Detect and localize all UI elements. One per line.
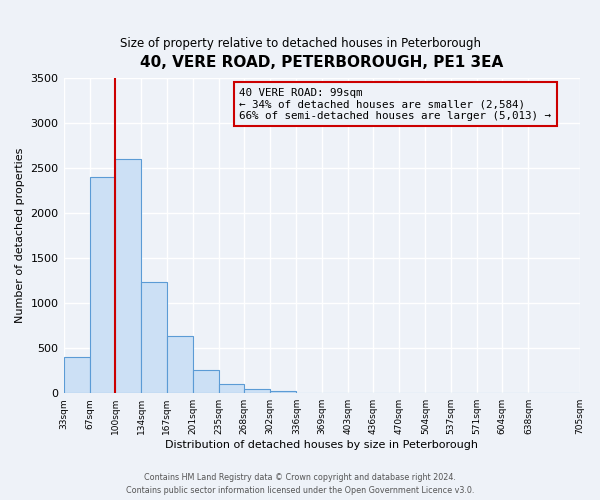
- Y-axis label: Number of detached properties: Number of detached properties: [15, 148, 25, 324]
- Bar: [141, 282, 167, 393]
- Bar: [193, 370, 219, 393]
- Text: Size of property relative to detached houses in Peterborough: Size of property relative to detached ho…: [119, 38, 481, 51]
- Text: 40 VERE ROAD: 99sqm
← 34% of detached houses are smaller (2,584)
66% of semi-det: 40 VERE ROAD: 99sqm ← 34% of detached ho…: [239, 88, 551, 121]
- Bar: [64, 357, 89, 393]
- X-axis label: Distribution of detached houses by size in Peterborough: Distribution of detached houses by size …: [165, 440, 478, 450]
- Bar: [167, 336, 193, 393]
- Bar: [89, 177, 115, 393]
- Bar: [244, 388, 270, 393]
- Title: 40, VERE ROAD, PETERBOROUGH, PE1 3EA: 40, VERE ROAD, PETERBOROUGH, PE1 3EA: [140, 55, 503, 70]
- Bar: [115, 159, 141, 393]
- Text: Contains HM Land Registry data © Crown copyright and database right 2024.
Contai: Contains HM Land Registry data © Crown c…: [126, 473, 474, 495]
- Bar: [219, 384, 244, 393]
- Bar: [270, 390, 296, 393]
